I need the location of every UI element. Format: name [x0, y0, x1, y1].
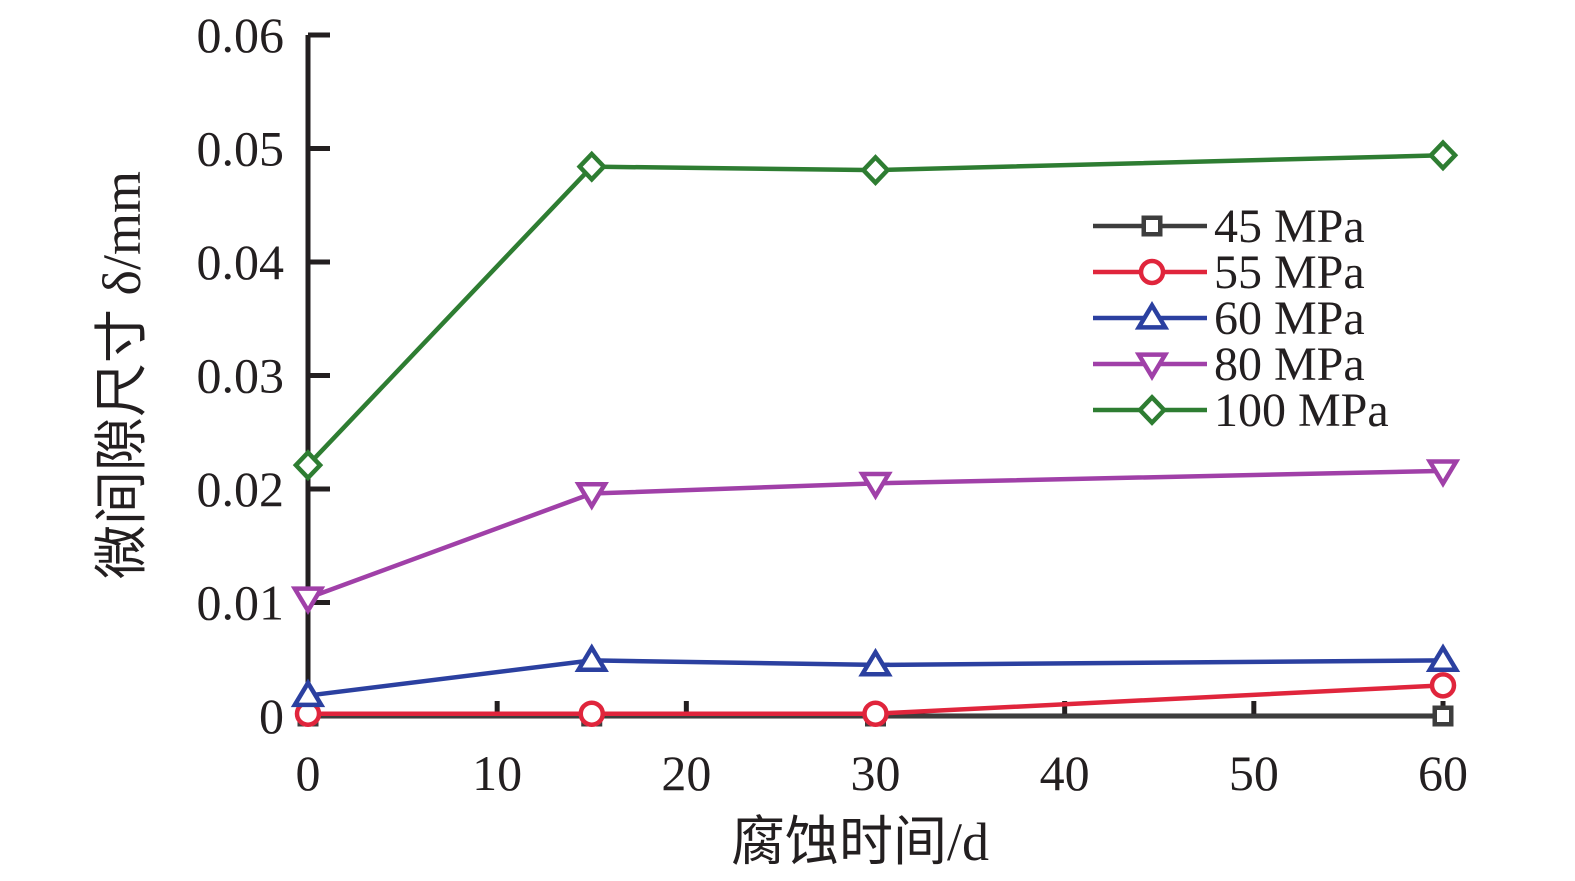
data-point — [860, 154, 891, 186]
y-tick-label: 0.06 — [197, 7, 285, 63]
data-point — [290, 586, 326, 615]
x-axis-title: 腐蚀时间/d — [731, 812, 989, 872]
legend-marker — [1134, 300, 1170, 330]
x-tick-label: 50 — [1229, 745, 1279, 801]
series-line — [308, 683, 1444, 716]
data-point — [858, 647, 893, 677]
legend-label: 100 MPa — [1214, 384, 1389, 437]
data-point — [858, 471, 893, 501]
y-tick-label: 0.01 — [197, 575, 285, 631]
data-point — [292, 449, 324, 482]
series-line — [307, 468, 1444, 601]
x-tick-label: 60 — [1418, 745, 1468, 801]
data-point — [862, 700, 889, 727]
series-line — [306, 153, 1444, 467]
legend-label: 55 MPa — [1214, 246, 1365, 299]
data-point — [578, 700, 605, 727]
y-axis-title: 微间隙尺寸 δ/mm — [92, 171, 152, 579]
series-layer — [290, 139, 1461, 727]
data-point — [1425, 643, 1461, 672]
x-tick-label: 10 — [472, 745, 522, 801]
data-point — [574, 481, 609, 511]
x-tick-label: 0 — [296, 745, 321, 801]
y-tick-label: 0.04 — [197, 234, 285, 290]
data-point — [1429, 672, 1457, 699]
x-tick-label: 30 — [851, 745, 901, 801]
legend-marker — [1141, 215, 1163, 237]
legend-label: 80 MPa — [1214, 338, 1365, 391]
x-tick-label: 40 — [1040, 745, 1090, 801]
legend-label: 45 MPa — [1214, 200, 1365, 253]
y-tick-label: 0.05 — [197, 121, 285, 177]
data-point — [1425, 459, 1461, 488]
y-tick-label: 0.02 — [197, 461, 285, 517]
legend-marker — [1136, 394, 1168, 426]
x-tick-label: 20 — [661, 745, 711, 801]
axes: 0 10 20 30 40 50 60 0 0.01 0.02 0.03 0.04 0.05 0.06 — [197, 7, 1469, 801]
y-tick-label: 0 — [259, 688, 284, 744]
y-tick-label: 0.03 — [197, 348, 285, 404]
data-point — [1427, 139, 1459, 172]
data-point — [290, 678, 326, 708]
data-point — [1432, 705, 1454, 727]
data-point — [576, 150, 607, 183]
series-line — [307, 658, 1444, 698]
legend-marker — [1138, 258, 1166, 286]
legend-label: 60 MPa — [1214, 292, 1365, 345]
data-point — [574, 643, 609, 672]
legend-marker — [1134, 352, 1170, 382]
